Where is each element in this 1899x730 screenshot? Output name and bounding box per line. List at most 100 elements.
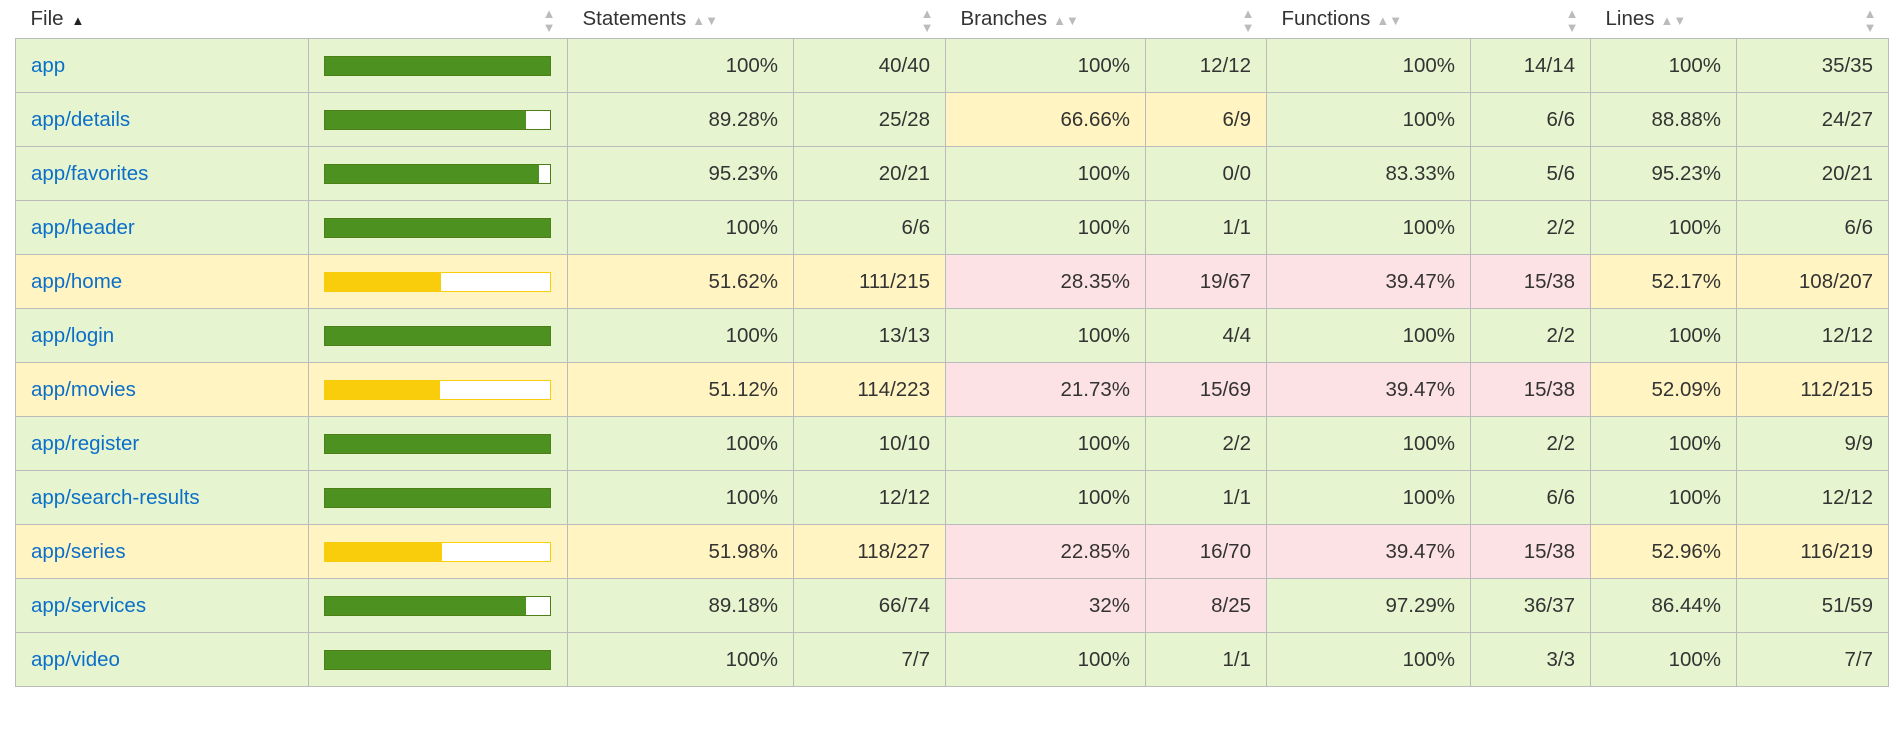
coverage-bar-cell: [308, 524, 568, 579]
functions-fraction: 3/3: [1470, 632, 1591, 687]
branches-pct: 32%: [945, 578, 1146, 633]
lines-fraction: 51/59: [1736, 578, 1889, 633]
statements-fraction: 114/223: [793, 362, 946, 417]
header-lines-raw[interactable]: ▲ ▼: [1737, 0, 1889, 39]
statements-fraction: 111/215: [793, 254, 946, 309]
file-link[interactable]: app/favorites: [31, 161, 149, 185]
functions-fraction: 15/38: [1470, 362, 1591, 417]
branches-pct: 28.35%: [945, 254, 1146, 309]
lines-fraction: 7/7: [1736, 632, 1889, 687]
lines-fraction: 20/21: [1736, 146, 1889, 201]
lines-pct: 100%: [1590, 470, 1737, 525]
branches-fraction: 19/67: [1145, 254, 1267, 309]
coverage-bar-fill: [325, 272, 442, 291]
file-link[interactable]: app/register: [31, 431, 140, 455]
branches-pct: 100%: [945, 470, 1146, 525]
statements-pct: 100%: [567, 632, 794, 687]
branches-pct: 100%: [945, 200, 1146, 255]
branches-fraction: 1/1: [1145, 200, 1267, 255]
header-functions[interactable]: Functions ▲▼: [1267, 0, 1471, 39]
file-link[interactable]: app/home: [31, 269, 123, 293]
sort-icon: ▲▼: [1660, 13, 1687, 28]
branches-pct: 100%: [945, 308, 1146, 363]
coverage-bar-fill: [325, 434, 550, 453]
lines-pct: 52.17%: [1590, 254, 1737, 309]
branches-fraction: 12/12: [1145, 38, 1267, 93]
file-link[interactable]: app/movies: [31, 377, 136, 401]
file-cell: app/services: [15, 578, 309, 633]
header-branches-label: Branches: [960, 7, 1048, 30]
file-cell: app/favorites: [15, 146, 309, 201]
file-link[interactable]: app/series: [31, 539, 126, 563]
branches-fraction: 1/1: [1145, 470, 1267, 525]
file-cell: app/login: [15, 308, 309, 363]
statements-pct: 89.28%: [567, 92, 794, 147]
file-cell: app/details: [15, 92, 309, 147]
statements-pct: 100%: [567, 416, 794, 471]
lines-pct: 52.09%: [1590, 362, 1737, 417]
sort-asc-icon: ▲: [71, 13, 85, 28]
branches-pct: 22.85%: [945, 524, 1146, 579]
header-file[interactable]: File ▲: [16, 0, 309, 39]
file-link[interactable]: app/details: [31, 107, 131, 131]
lines-fraction: 108/207: [1736, 254, 1889, 309]
functions-pct: 100%: [1266, 200, 1471, 255]
coverage-bar-cell: [308, 146, 568, 201]
file-link[interactable]: app/header: [31, 215, 135, 239]
coverage-bar-fill: [325, 326, 550, 345]
coverage-bar: [324, 433, 551, 454]
branches-fraction: 15/69: [1145, 362, 1267, 417]
file-cell: app/movies: [15, 362, 309, 417]
branches-fraction: 16/70: [1145, 524, 1267, 579]
file-link[interactable]: app/video: [31, 647, 120, 671]
header-functions-label: Functions: [1281, 7, 1371, 30]
functions-pct: 97.29%: [1266, 578, 1471, 633]
lines-pct: 100%: [1590, 38, 1737, 93]
functions-fraction: 14/14: [1470, 38, 1591, 93]
functions-pct: 100%: [1266, 632, 1471, 687]
header-file-bar[interactable]: ▲ ▼: [309, 0, 568, 39]
sort-icon: ▲▼: [1053, 13, 1079, 28]
lines-pct: 100%: [1590, 632, 1737, 687]
branches-fraction: 2/2: [1145, 416, 1267, 471]
coverage-bar: [324, 271, 551, 292]
coverage-bar-cell: [308, 38, 568, 93]
file-link[interactable]: app/search-results: [31, 485, 200, 509]
functions-pct: 100%: [1266, 92, 1471, 147]
header-branches[interactable]: Branches ▲▼: [946, 0, 1146, 39]
header-branches-raw[interactable]: ▲ ▼: [1146, 0, 1267, 39]
branches-fraction: 8/25: [1145, 578, 1267, 633]
table-row: app/register 100% 10/10 100% 2/2 100% 2/2 100% 9…: [15, 416, 1889, 471]
lines-pct: 88.88%: [1590, 92, 1737, 147]
coverage-bar: [324, 379, 551, 400]
sort-icon: ▲▼: [1863, 6, 1877, 35]
lines-fraction: 35/35: [1736, 38, 1889, 93]
header-statements[interactable]: Statements ▲▼: [568, 0, 794, 39]
coverage-bar-fill: [325, 596, 526, 615]
header-statements-raw[interactable]: ▲ ▼: [794, 0, 946, 39]
file-cell: app/home: [15, 254, 309, 309]
file-link[interactable]: app: [31, 53, 66, 77]
header-lines[interactable]: Lines ▲▼: [1591, 0, 1737, 39]
functions-fraction: 15/38: [1470, 254, 1591, 309]
coverage-bar-cell: [308, 200, 568, 255]
lines-pct: 95.23%: [1590, 146, 1737, 201]
table-row: app/favorites 95.23% 20/21 100% 0/0 83.33% 5/6…: [15, 146, 1889, 201]
functions-pct: 100%: [1266, 308, 1471, 363]
sort-icon: ▲▼: [692, 13, 718, 28]
coverage-bar-fill: [325, 110, 526, 129]
header-functions-raw[interactable]: ▲ ▼: [1471, 0, 1591, 39]
table-row: app/services 89.18% 66/74 32% 8/25 97.29% 36/3…: [15, 578, 1889, 633]
functions-fraction: 2/2: [1470, 200, 1591, 255]
functions-fraction: 2/2: [1470, 416, 1591, 471]
statements-pct: 51.62%: [567, 254, 794, 309]
branches-pct: 100%: [945, 146, 1146, 201]
functions-pct: 39.47%: [1266, 254, 1471, 309]
coverage-bar: [324, 55, 551, 76]
header-statements-label: Statements: [582, 7, 687, 30]
file-link[interactable]: app/login: [31, 323, 115, 347]
table-row: app/header 100% 6/6 100% 1/1 100% 2/2 100% 6/6: [15, 200, 1889, 255]
file-link[interactable]: app/services: [31, 593, 147, 617]
functions-pct: 39.47%: [1266, 524, 1471, 579]
sort-icon: ▲▼: [1376, 13, 1403, 28]
